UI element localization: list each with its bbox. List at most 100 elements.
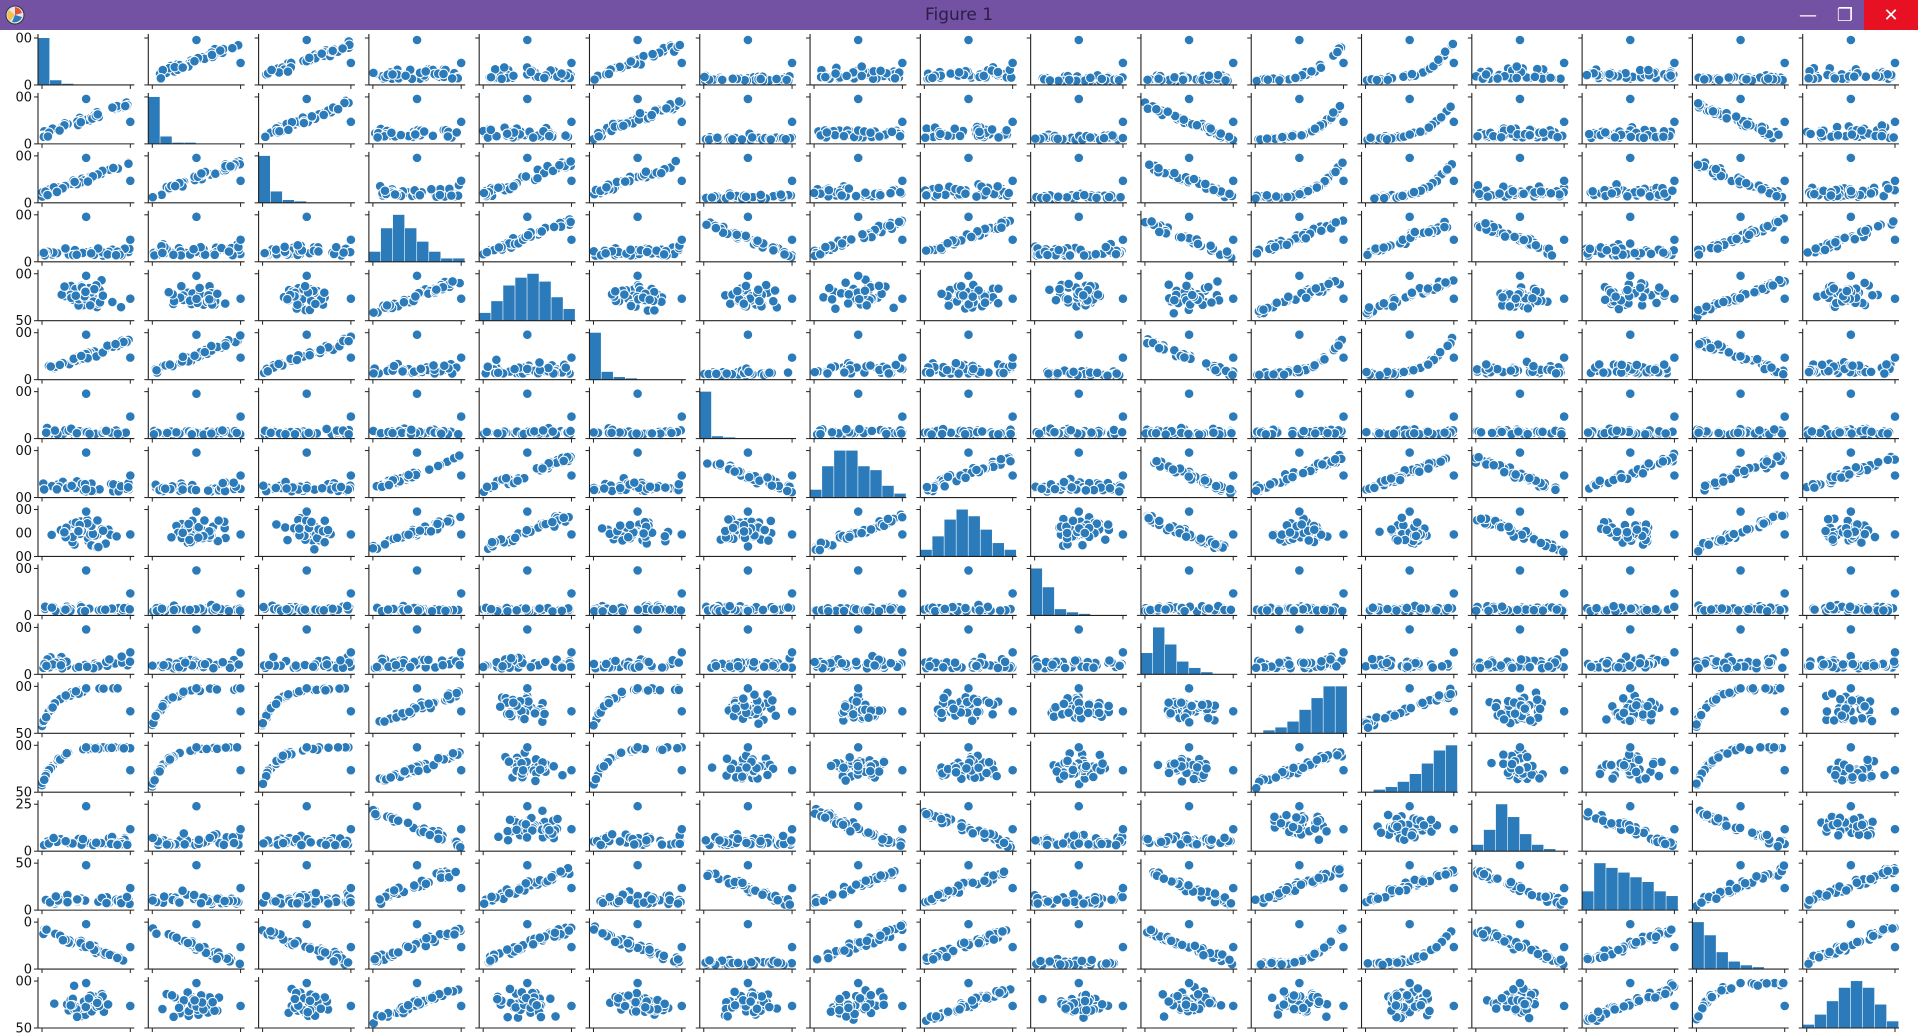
- subplot-r5-c3: [364, 328, 467, 384]
- scatter-point: [920, 245, 932, 256]
- scatter-point: [1007, 234, 1018, 246]
- scatter-point: [301, 329, 313, 341]
- scatter-point: [974, 126, 985, 138]
- scatter-point: [1007, 116, 1018, 128]
- scatter-point: [455, 352, 467, 363]
- scatter-point: [1777, 368, 1789, 380]
- scatter-point: [823, 184, 835, 196]
- scatter-point: [1735, 351, 1746, 362]
- scatter-point: [554, 159, 565, 171]
- scatter-point: [234, 330, 246, 341]
- scatter-point: [1250, 193, 1261, 204]
- scatter-point: [942, 237, 953, 249]
- scatter-point: [345, 57, 357, 69]
- scatter-point: [220, 340, 231, 351]
- scatter-point: [1200, 358, 1212, 369]
- subplot-r1-c16: [1798, 92, 1901, 148]
- scatter-point: [1629, 247, 1641, 259]
- scatter-point: [724, 190, 736, 201]
- scatter-point: [1537, 127, 1549, 138]
- histogram-bar: [491, 301, 503, 321]
- scatter-point: [80, 286, 91, 298]
- scatter-point: [941, 364, 953, 376]
- scatter-point: [1889, 352, 1901, 363]
- scatter-point: [1701, 301, 1712, 312]
- scatter-point: [318, 109, 330, 121]
- scatter-point: [625, 56, 637, 67]
- matplotlib-figure-icon: [5, 5, 25, 25]
- scatter-point: [1091, 367, 1103, 379]
- maximize-button[interactable]: ❐: [1822, 0, 1868, 30]
- scatter-point: [372, 132, 383, 143]
- scatter-point: [299, 280, 311, 292]
- scatter-point: [310, 298, 321, 310]
- scatter-point: [1735, 34, 1746, 46]
- subplot-r4-c1: [144, 269, 246, 325]
- histogram-bar: [539, 281, 551, 321]
- scatter-point: [1645, 248, 1657, 260]
- scatter-point: [1282, 291, 1294, 302]
- scatter-point: [1296, 130, 1307, 141]
- scatter-point: [950, 357, 962, 369]
- scatter-point: [865, 127, 876, 138]
- scatter-point: [418, 126, 430, 137]
- scatter-point: [368, 368, 379, 379]
- scatter-point: [1227, 293, 1239, 304]
- scatter-point: [1550, 368, 1562, 379]
- scatter-point: [345, 116, 357, 128]
- histogram-bar: [392, 214, 405, 262]
- scatter-point: [1445, 101, 1456, 113]
- scatter-point: [1007, 175, 1018, 187]
- scatter-point: [1707, 106, 1719, 117]
- scatter-point: [884, 220, 896, 231]
- scatter-point: [1183, 211, 1195, 223]
- scatter-point: [619, 176, 631, 187]
- scatter-point: [1292, 363, 1303, 375]
- scatter-point: [673, 96, 685, 107]
- scatter-point: [368, 67, 379, 79]
- scatter-point: [1300, 292, 1312, 304]
- scatter-point: [38, 247, 50, 259]
- scatter-point: [1415, 126, 1426, 137]
- subplot-r5-c16: [1798, 328, 1901, 384]
- minimize-button[interactable]: —: [1785, 0, 1831, 30]
- scatter-point: [147, 191, 159, 203]
- close-button[interactable]: ✕: [1864, 0, 1918, 30]
- scatter-point: [196, 168, 207, 179]
- scatter-point: [967, 291, 979, 302]
- subplot-r1-c13: [1467, 92, 1570, 148]
- scatter-point: [1545, 187, 1557, 199]
- scatter-point: [641, 246, 653, 258]
- scatter-point: [1610, 245, 1621, 256]
- scatter-point: [566, 116, 577, 128]
- scatter-point: [619, 289, 630, 300]
- scatter-point: [1162, 106, 1174, 118]
- scatter-point: [1832, 129, 1844, 141]
- subplot-r2-c2: [254, 151, 355, 207]
- scatter-point: [69, 176, 80, 188]
- scatter-point: [781, 74, 792, 86]
- scatter-point: [699, 71, 710, 83]
- scatter-point: [1203, 70, 1215, 82]
- subplot-r4-c8: [916, 269, 1018, 325]
- scatter-point: [963, 270, 974, 282]
- scatter-point: [1397, 190, 1408, 202]
- scatter-point: [893, 216, 905, 228]
- scatter-point: [1803, 366, 1815, 378]
- scatter-point: [1624, 329, 1636, 341]
- scatter-point: [42, 189, 53, 201]
- scatter-point: [1669, 293, 1680, 304]
- scatter-point: [1179, 352, 1190, 363]
- scatter-point: [888, 302, 899, 314]
- scatter-point: [1889, 57, 1901, 69]
- scatter-point: [1315, 225, 1327, 237]
- scatter-point: [1404, 129, 1416, 140]
- scatter-point: [1669, 116, 1680, 128]
- subplot-r1-c3: [364, 92, 467, 148]
- scatter-point: [786, 293, 798, 304]
- subplot-r3-c15: [1688, 210, 1791, 266]
- scatter-point: [80, 152, 92, 164]
- scatter-point: [107, 102, 118, 113]
- subplot-r1-c15: [1688, 92, 1791, 148]
- scatter-point: [1310, 283, 1322, 294]
